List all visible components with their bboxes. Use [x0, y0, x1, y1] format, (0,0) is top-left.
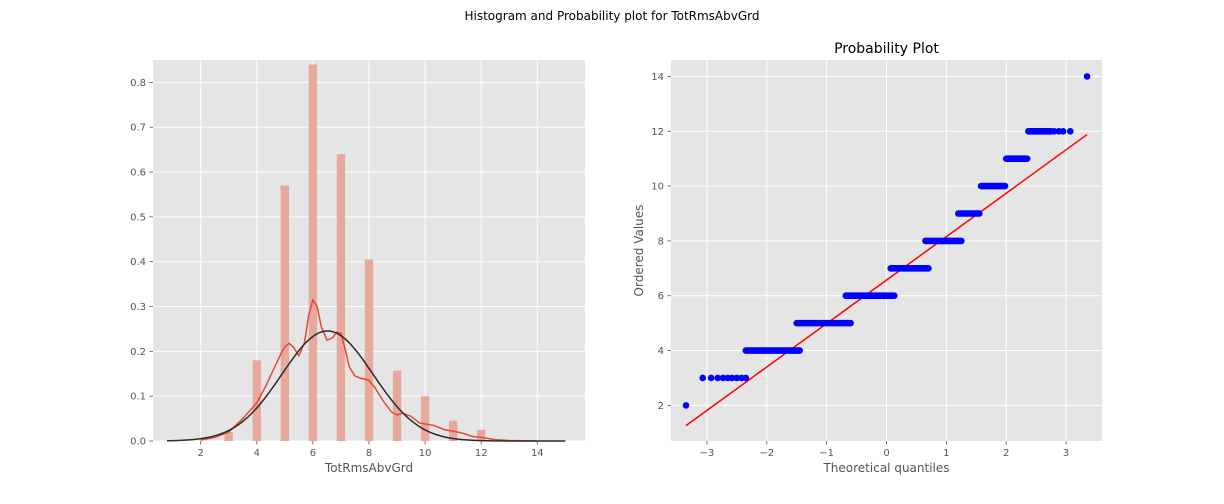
histogram-x-tick-label: 10 — [419, 448, 432, 459]
figure-title: Histogram and Probability plot for TotRm… — [464, 9, 759, 23]
histogram-y-tick-label: 0.5 — [130, 212, 146, 223]
quantile-point — [1083, 73, 1091, 80]
histogram-y-tick-label: 0.2 — [130, 347, 146, 358]
probability-y-tick-label: 14 — [651, 72, 664, 83]
histogram-x-tick-label: 14 — [531, 448, 544, 459]
probability-x-tick-label: 0 — [883, 448, 889, 459]
histogram-x-tick-label: 2 — [198, 448, 204, 459]
quantile-point — [1050, 127, 1058, 135]
histogram-x-tick-label: 6 — [310, 448, 316, 459]
histogram-y-tick-label: 0.4 — [130, 257, 146, 268]
quantile-point — [707, 374, 715, 382]
probability-x-axis-label: Theoretical quantiles — [822, 461, 949, 475]
probability-y-tick-label: 12 — [651, 127, 664, 138]
histogram-bar — [477, 429, 486, 441]
quantile-point — [733, 374, 741, 382]
histogram-x-tick-label: 12 — [475, 448, 488, 459]
histogram-y-tick-label: 0.0 — [130, 437, 146, 448]
probability-grid — [671, 60, 1102, 441]
histogram-bar — [336, 154, 346, 442]
histogram-bar — [252, 360, 261, 441]
histogram-x-tick-label: 8 — [366, 448, 372, 459]
quantile-point — [742, 374, 750, 382]
probability-y-tick-label: 8 — [658, 236, 664, 247]
histogram-y-tick-label: 0.1 — [130, 392, 146, 403]
quantile-point — [719, 374, 727, 382]
probability-points — [682, 73, 1091, 409]
kde-line — [200, 299, 538, 442]
probability-plot-title: Probability Plot — [834, 41, 939, 57]
quantile-point — [714, 374, 721, 382]
probability-x-tick-label: 3 — [1063, 448, 1069, 459]
fit-line — [685, 133, 1088, 427]
histogram-bar — [420, 396, 430, 441]
quantile-point — [1066, 127, 1074, 135]
histogram-bar — [280, 185, 290, 441]
histogram-axes: 2 4 6 8 10 12 14 0.0 0.1 0.2 0.3 0.4 0.5 0.6 0.7 0.8 To… — [130, 60, 585, 475]
probability-x-tick-label: −3 — [700, 448, 715, 459]
probability-fit-lines — [685, 133, 1088, 427]
histogram-y-tick-label: 0.7 — [130, 123, 146, 134]
quantile-point — [1059, 127, 1067, 135]
probability-x-tick-label: 1 — [943, 448, 949, 459]
histogram-y-tick-label: 0.3 — [130, 302, 146, 313]
probability-y-tick-label: 4 — [658, 346, 664, 357]
normal-fit-line — [167, 330, 566, 442]
histogram-y-tick-label: 0.8 — [130, 78, 146, 89]
histogram-bar — [308, 64, 318, 441]
histogram-y-tick-label: 0.6 — [130, 168, 146, 179]
histogram-curves — [167, 299, 566, 442]
probability-x-tick-label: 2 — [1003, 448, 1009, 459]
quantile-point — [682, 402, 690, 409]
probability-y-axis-label: Ordered Values — [632, 205, 646, 297]
quantile-point — [699, 374, 707, 382]
quantile-point — [728, 374, 736, 382]
histogram-x-axis-label: TotRmsAbvGrd — [324, 461, 413, 475]
probability-y-tick-label: 10 — [651, 182, 664, 193]
histogram-ticks: 2 4 6 8 10 12 14 0.0 0.1 0.2 0.3 0.4 0.5 0.6 0.7 0.8 — [130, 78, 544, 459]
probability-y-tick-label: 6 — [658, 291, 664, 302]
probability-y-tick-label: 2 — [658, 401, 664, 412]
probability-x-tick-label: −2 — [759, 448, 774, 459]
histogram-bar — [364, 259, 374, 441]
probability-x-tick-label: −1 — [819, 448, 834, 459]
histogram-x-tick-label: 4 — [254, 448, 260, 459]
histogram-bar — [224, 432, 233, 441]
